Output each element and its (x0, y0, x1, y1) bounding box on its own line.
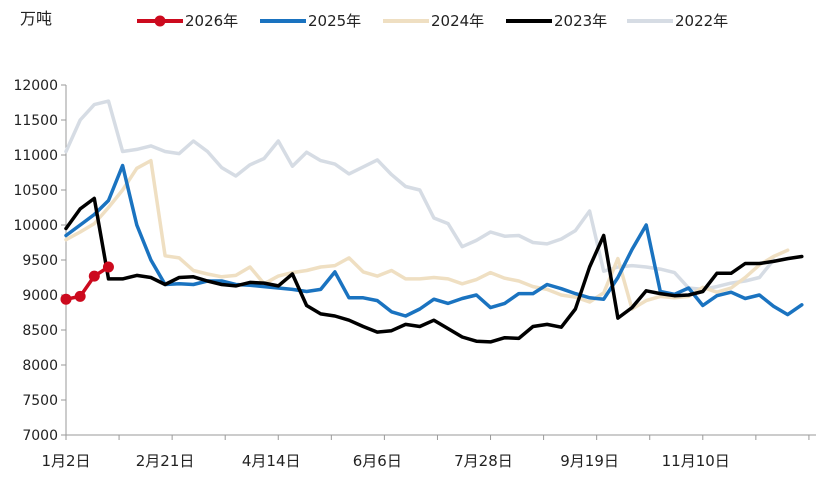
x-tick-label: 9月19日 (560, 452, 619, 470)
data-point (88, 270, 100, 282)
x-ticks: 1月2日 2月21日 4月14日 6月6日 7月28日 9月19日 11月10日 (41, 435, 810, 470)
y-tick-label: 9500 (22, 253, 58, 269)
data-point (102, 261, 114, 273)
legend-label: 2022年 (675, 12, 728, 30)
y-tick-label: 11000 (13, 148, 58, 164)
x-tick-label: 11月10日 (662, 452, 730, 470)
legend-label: 2025年 (308, 12, 361, 30)
y-tick-label: 7500 (22, 393, 58, 409)
legend-label: 2024年 (431, 12, 484, 30)
series-line-2025年 (64, 163, 804, 318)
legend-label: 2026年 (185, 12, 238, 30)
legend-marker (154, 15, 166, 27)
data-point (60, 293, 72, 305)
x-tick-label: 7月28日 (454, 452, 513, 470)
series-line-2026年 (64, 265, 111, 301)
x-tick-label: 4月14日 (242, 452, 301, 470)
x-tick-label: 6月6日 (353, 452, 402, 470)
y-tick-label: 8500 (22, 323, 58, 339)
data-point (74, 290, 86, 302)
y-tick-label: 12000 (13, 78, 58, 94)
x-tick-label: 2月21日 (136, 452, 195, 470)
legend: 2026年 2025年 2024年 2023年 2022年 (137, 12, 728, 30)
x-tick-label: 1月2日 (41, 452, 90, 470)
y-tick-label: 8000 (22, 358, 58, 374)
series-group (60, 99, 804, 344)
series-line-2024年 (64, 158, 790, 311)
y-tick-label: 10500 (13, 183, 58, 199)
y-tick-label: 9000 (22, 288, 58, 304)
legend-label: 2023年 (554, 12, 607, 30)
y-tick-label: 10000 (13, 218, 58, 234)
y-tick-label: 11500 (13, 113, 58, 129)
y-ticks: 7000 7500 8000 8500 9000 9500 10000 10500 11000 1… (13, 78, 66, 444)
series-line-2023年 (64, 196, 804, 344)
y-tick-label: 7000 (22, 428, 58, 444)
unit-label: 万吨 (20, 9, 52, 28)
series-line-2022年 (64, 99, 776, 292)
